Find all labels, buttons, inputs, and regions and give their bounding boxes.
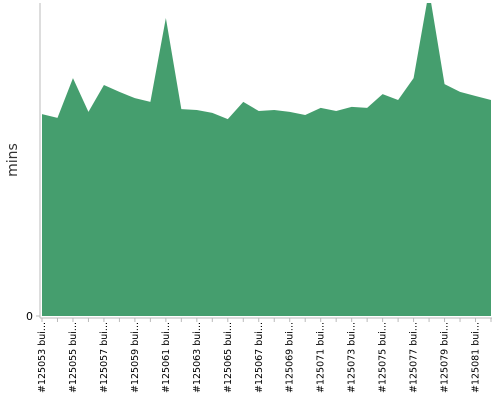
x-tick-label: #125057 bui... [99,322,110,393]
x-tick-label: #125077 bui... [409,322,420,393]
x-tick-label: #125071 bui... [316,322,327,393]
x-tick-label: #125061 bui... [161,322,172,393]
x-tick-label: #125053 bui... [37,322,48,393]
y-axis-label: mins [5,143,21,177]
x-tick-label: #125067 bui... [254,322,265,393]
area [42,3,491,316]
x-tick-label: #125069 bui... [285,322,296,393]
y-tick-label: 0 [26,310,33,323]
x-tick-label: #125075 bui... [378,322,389,393]
x-tick-label: #125081 bui... [471,322,482,393]
x-tick-label: #125065 bui... [223,322,234,393]
x-tick-label: #125079 bui... [440,322,451,393]
x-tick-label: #125059 bui... [130,322,141,393]
x-tick-label: #125063 bui... [192,322,203,393]
x-tick-label: #125073 bui... [347,322,358,393]
x-tick-label: #125055 bui... [68,322,79,393]
